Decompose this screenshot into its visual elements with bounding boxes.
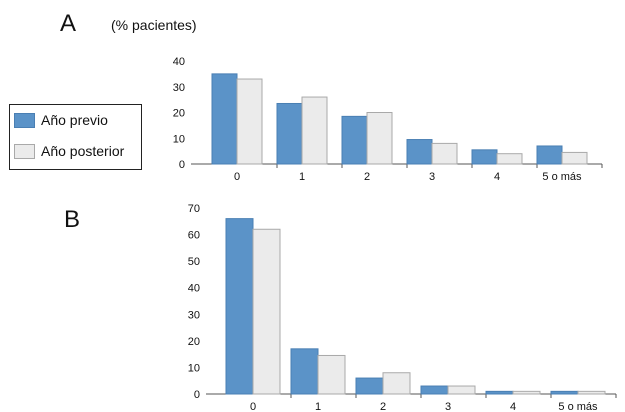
bar-ano-previo-0 [225,218,254,395]
bar-ano-previo-2 [355,377,384,395]
x-tick-label: 3 [429,171,435,183]
y-tick-label: 60 [188,230,200,242]
legend-label-ano-posterior: Año posterior [41,143,125,159]
y-tick-label: 50 [188,256,200,268]
x-tick-label: 3 [445,401,451,412]
legend-swatch-ano-previo [14,112,35,128]
bar-ano-previo-1 [276,102,303,165]
bar-ano-posterior-0 [236,78,263,165]
legend-item-ano-posterior: Año posterior [14,143,124,159]
x-tick-label: 1 [315,401,321,412]
bar-ano-previo-1 [290,348,319,395]
bar-ano-posterior-4 [496,153,523,165]
panel-a-unit-label: (% pacientes) [111,17,197,33]
y-tick-label: 30 [173,82,185,94]
y-tick-label: 0 [179,159,185,171]
y-tick-label: 10 [188,362,200,374]
bar-ano-posterior-4 [512,390,541,395]
bar-ano-previo-2 [341,115,368,165]
y-tick-label: 10 [173,133,185,145]
x-tick-label: 1 [299,171,305,183]
bar-ano-previo-4 [485,390,514,395]
x-tick-label: 2 [364,171,370,183]
y-tick-label: 40 [173,56,185,68]
x-tick-label: 2 [380,401,386,412]
bar-ano-posterior-1 [317,354,346,395]
bar-ano-posterior-5 [577,390,606,395]
y-tick-label: 0 [194,389,200,401]
bar-ano-posterior-5 [561,151,588,165]
legend-label-ano-previo: Año previo [41,112,108,128]
x-tick-label: 0 [250,401,256,412]
x-tick-label: 5 o más [542,171,582,183]
y-tick-label: 20 [173,108,185,120]
bar-ano-previo-3 [420,385,449,395]
bar-ano-previo-5 [550,390,579,395]
y-tick-label: 30 [188,309,200,321]
x-tick-label: 4 [510,401,516,412]
bar-ano-posterior-0 [252,228,281,395]
y-tick-label: 40 [188,283,200,295]
panel-b-letter: B [64,206,81,233]
legend: Año previo Año posterior [9,104,142,170]
legend-swatch-ano-posterior [14,143,35,159]
bar-ano-posterior-2 [366,112,393,165]
bar-ano-posterior-3 [431,142,458,165]
x-tick-label: 5 o más [558,401,598,412]
y-tick-label: 70 [188,203,200,215]
bar-ano-posterior-3 [447,385,476,395]
bar-ano-posterior-1 [301,96,328,165]
y-tick-label: 20 [188,336,200,348]
x-tick-label: 4 [494,171,500,183]
bar-ano-posterior-2 [382,372,411,395]
x-tick-label: 0 [234,171,240,183]
panel-a-letter: A [60,10,77,37]
legend-item-ano-previo: Año previo [14,112,108,128]
